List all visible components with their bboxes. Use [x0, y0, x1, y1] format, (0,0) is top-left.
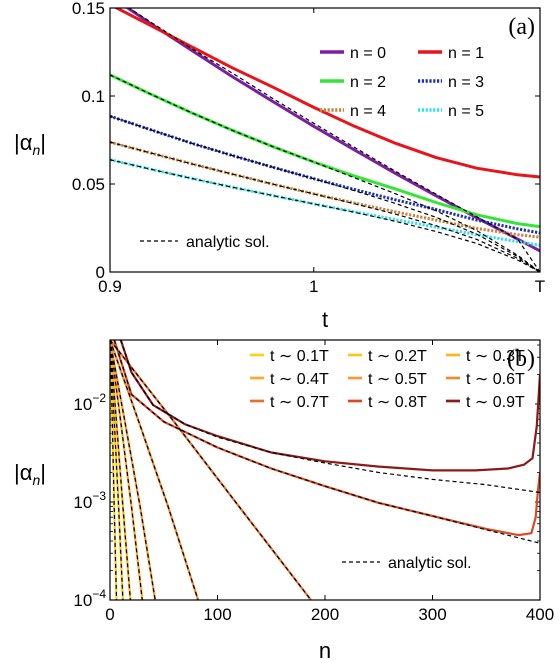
x-tick-label: 1 — [309, 277, 318, 296]
y-tick-exponent: −4 — [92, 587, 106, 601]
y-tick-label: 10−2 — [73, 391, 106, 414]
series-line-1 — [113, 8, 540, 179]
panel-label: (b) — [507, 346, 535, 372]
x-axis-label: n — [319, 638, 331, 663]
y-tick-mantissa: 10 — [73, 591, 92, 610]
y-tick-exponent: −2 — [92, 391, 106, 405]
y-axis-label-main: |α — [14, 130, 33, 155]
y-tick-label: 0.1 — [81, 87, 105, 106]
legend-entry: t ∼ 0.8T — [368, 394, 427, 411]
series-line-5 — [110, 340, 200, 600]
y-tick-label: 10−3 — [73, 489, 106, 512]
series-line-4 — [110, 140, 540, 239]
y-axis-label: |αn| — [14, 130, 46, 158]
y-tick-label: 0.05 — [72, 175, 105, 194]
series-line-3 — [110, 340, 144, 600]
series-line-7 — [113, 340, 540, 537]
analytic-line-0 — [127, 8, 540, 272]
y-tick-mantissa: 10 — [73, 493, 92, 512]
x-tick-label: 0.9 — [98, 277, 122, 296]
analytic-line-6 — [110, 340, 312, 600]
legend-entry: t ∼ 0.4T — [270, 371, 329, 388]
plot-frame — [109, 339, 541, 601]
panel-label: (a) — [508, 14, 535, 40]
x-tick-label: 0 — [105, 605, 114, 624]
y-axis-label-main: |α — [14, 460, 33, 485]
legend-entry: n = 2 — [350, 74, 386, 91]
plot-frame — [109, 7, 541, 273]
legend-entry: t ∼ 0.5T — [368, 371, 427, 388]
legend-entry: n = 5 — [448, 103, 484, 120]
series-line-3 — [110, 114, 540, 235]
series-group — [110, 8, 540, 272]
analytic-line-2 — [110, 340, 131, 600]
legend-entry: n = 0 — [350, 45, 386, 62]
x-tick-label: T — [535, 277, 545, 296]
x-axis-label: t — [322, 307, 328, 332]
analytic-line-5 — [110, 340, 199, 600]
legend-entry: n = 3 — [448, 74, 484, 91]
series-group — [110, 340, 540, 600]
y-axis-label-end: | — [40, 460, 46, 485]
panel-a-chart: 0.9 1 T 0 0.05 0.1 0.15 (a) t |αn| n = 0 n = 1 n = 2… — [14, 0, 545, 332]
series-line-2 — [110, 73, 540, 229]
y-tick-mantissa: 10 — [73, 395, 92, 414]
analytic-legend-label: analytic sol. — [388, 555, 472, 572]
y-tick-exponent: −3 — [92, 489, 106, 503]
analytic-line-2 — [110, 115, 540, 272]
legend-entry: t ∼ 0.1T — [270, 348, 329, 365]
x-tick-label: 100 — [203, 605, 231, 624]
analytic-line-1 — [110, 340, 124, 600]
analytic-line-1 — [110, 74, 540, 272]
analytic-line-7 — [113, 340, 540, 544]
legend-entry: n = 1 — [448, 45, 484, 62]
legend-entry: t ∼ 0.6T — [466, 371, 525, 388]
y-tick-label: 10−4 — [73, 587, 106, 610]
legend-entry: t ∼ 0.2T — [368, 348, 427, 365]
legend-entry: t ∼ 0.9T — [466, 394, 525, 411]
series-line-5 — [110, 158, 540, 247]
analytic-line-4 — [110, 340, 156, 600]
x-tick-label: 200 — [311, 605, 339, 624]
legend: t ∼ 0.1T t ∼ 0.2T t ∼ 0.3T t ∼ 0.4T t ∼ 0.5T… — [250, 348, 525, 411]
analytic-legend-label: analytic sol. — [186, 234, 270, 251]
x-tick-label: 300 — [418, 605, 446, 624]
y-tick-label: 0 — [96, 263, 105, 282]
legend-entry: t ∼ 0.3T — [466, 348, 525, 365]
legend-entry: n = 4 — [350, 103, 386, 120]
y-axis-label: |αn| — [14, 460, 46, 488]
legend: n = 0 n = 1 n = 2 n = 3 n = 4 n = 5 — [320, 45, 484, 120]
x-tick-label: 400 — [526, 605, 554, 624]
y-axis-label-end: | — [40, 130, 46, 155]
y-axis-label-sub: n — [32, 472, 40, 488]
analytic-line-3 — [110, 141, 540, 272]
y-axis-label-sub: n — [32, 142, 40, 158]
y-tick-label: 0.15 — [72, 0, 105, 18]
analytic-line-0 — [110, 340, 118, 600]
legend-entry: t ∼ 0.7T — [270, 394, 329, 411]
